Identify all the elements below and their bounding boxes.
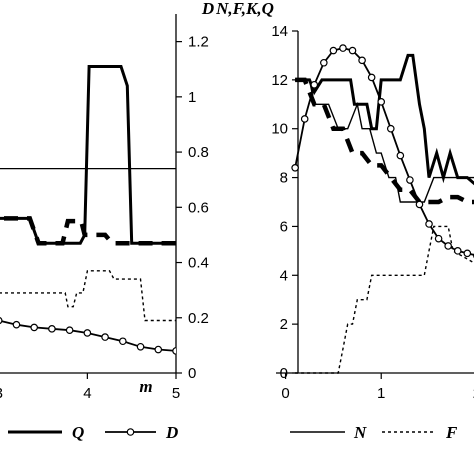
left-x-tick-label: 5 — [172, 385, 180, 402]
left-chart-panel: 3 4 50 0.2 0.4 0.6 0.8 1 1.2 Dm Q D — [0, 0, 214, 442]
right-series-4-point — [463, 249, 472, 258]
right-series-4-point — [348, 46, 357, 55]
left-legend-label-q: Q — [72, 423, 84, 442]
left-series-d-point — [48, 325, 56, 333]
left-series-d-point — [65, 326, 74, 334]
left-series-2-line — [0, 270, 176, 322]
left-y-tick-label: 0.8 — [188, 144, 209, 161]
left-series-d-point — [119, 337, 127, 346]
right-series-4-point — [367, 73, 376, 82]
right-legend-label-n: N — [353, 423, 367, 442]
left-legend-marker-d — [126, 428, 135, 436]
left-series-q-line — [0, 65, 176, 245]
right-series-4-point — [444, 242, 452, 250]
left-series-d-point — [101, 333, 109, 341]
right-series-4-point — [386, 124, 395, 133]
right-series-4-point — [406, 176, 414, 184]
right-y-tick-label: 6 — [280, 218, 288, 235]
right-series-f-line — [295, 225, 474, 374]
left-y-axis-title: D — [201, 0, 214, 18]
right-series-4-point — [300, 115, 309, 123]
right-series-q-line — [295, 53, 474, 186]
right-y-tick-label: 8 — [280, 170, 288, 187]
right-x-tick-label: 1 — [377, 385, 385, 402]
right-x-tick-label: 2 — [473, 385, 474, 402]
left-y-tick-label: 0.2 — [188, 310, 209, 327]
right-series-4-point — [310, 80, 319, 89]
left-x-tick-label: 3 — [0, 385, 3, 402]
left-y-tick-label: 0.6 — [188, 199, 209, 216]
right-chart-panel: 01202468101214N,F,K,QNF — [215, 0, 474, 442]
right-y-tick-label: 0 — [280, 365, 288, 382]
right-series-4-point — [453, 247, 462, 255]
left-legend-label-d: D — [165, 423, 178, 442]
right-series-2-line — [295, 77, 474, 205]
left-x-axis-title: m — [139, 377, 152, 396]
right-series-4-point — [320, 58, 328, 67]
right-legend-label-f: F — [445, 423, 458, 442]
left-series-d-point — [136, 342, 145, 351]
left-series-d-point — [172, 347, 176, 355]
right-series-4-point — [434, 234, 443, 243]
right-y-tick-label: 2 — [280, 316, 288, 333]
right-series-4-line — [294, 47, 474, 256]
right-series-4-point — [339, 44, 347, 52]
right-y-tick-label: 14 — [271, 23, 288, 40]
left-series-d-point — [83, 329, 92, 337]
right-y-axis-title: N,F,K,Q — [215, 0, 274, 18]
right-y-tick-label: 12 — [271, 72, 288, 89]
left-y-tick-label: 0 — [188, 365, 196, 382]
left-x-tick-label: 4 — [83, 385, 91, 402]
right-series-4-point — [425, 220, 433, 228]
left-series-1-line — [0, 216, 176, 246]
left-series-d-point — [0, 316, 3, 325]
left-y-tick-label: 1.2 — [188, 34, 209, 51]
left-series-d-point — [154, 345, 163, 354]
right-series-4-point — [329, 46, 338, 55]
left-y-tick-label: 0.4 — [188, 255, 209, 272]
right-series-4-point — [291, 164, 299, 172]
right-y-tick-label: 10 — [271, 121, 288, 138]
right-series-4-point — [396, 151, 405, 160]
left-y-tick-label: 1 — [188, 89, 196, 106]
right-x-tick-label: 0 — [281, 385, 289, 402]
right-series-4-point — [377, 98, 386, 106]
right-series-4-point — [358, 56, 366, 65]
right-series-n-line — [295, 79, 474, 203]
left-series-d-point — [30, 323, 38, 332]
left-series-d-point — [12, 320, 21, 329]
right-y-tick-label: 4 — [280, 267, 288, 284]
right-series-4-point — [415, 200, 424, 209]
